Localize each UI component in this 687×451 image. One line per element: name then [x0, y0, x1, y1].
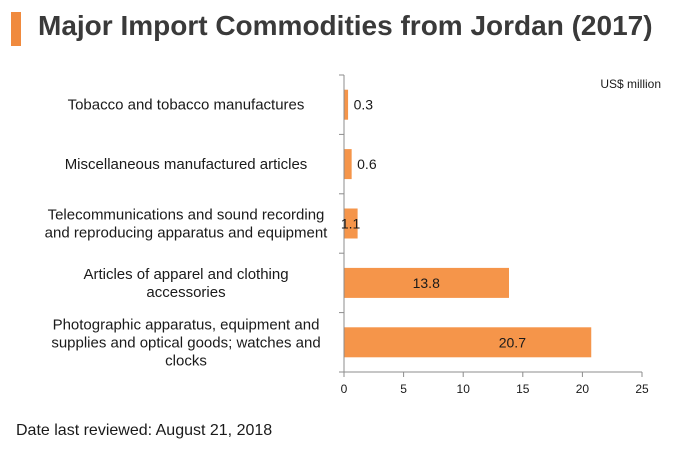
data-label: 0.6 — [357, 156, 377, 172]
title-accent-bar — [11, 12, 21, 46]
category-label: Telecommunications and sound recording an… — [45, 207, 329, 242]
x-tick-label: 25 — [635, 382, 649, 396]
bar — [344, 149, 352, 180]
x-tick-label: 10 — [457, 382, 471, 396]
date-reviewed: Date last reviewed: August 21, 2018 — [16, 422, 273, 439]
category-label: Tobacco and tobacco manufactures — [68, 97, 305, 114]
bar — [344, 89, 349, 120]
data-label: 13.8 — [413, 275, 440, 291]
x-tick-label: 5 — [400, 382, 407, 396]
bar — [344, 327, 592, 358]
category-label: Photographic apparatus, equipment and sup… — [51, 316, 320, 369]
x-tick-label: 20 — [576, 382, 590, 396]
data-label: 20.7 — [499, 334, 526, 350]
category-label: Articles of apparel and clothing accessor… — [83, 266, 288, 301]
bar-chart: 0 5 10 15 20 25 US$ million Tobacco and tobacc… — [45, 74, 661, 396]
x-tick-label: 15 — [516, 382, 530, 396]
unit-label: US$ million — [600, 77, 661, 91]
bar — [344, 208, 358, 239]
x-tick-label: 0 — [341, 382, 348, 396]
chart-title: Major Import Commodities from Jordan (20… — [38, 10, 653, 41]
category-label: Miscellaneous manufactured articles — [65, 156, 308, 173]
data-label: 0.3 — [354, 97, 374, 113]
bar — [344, 267, 509, 298]
data-label: 1.1 — [341, 216, 361, 232]
